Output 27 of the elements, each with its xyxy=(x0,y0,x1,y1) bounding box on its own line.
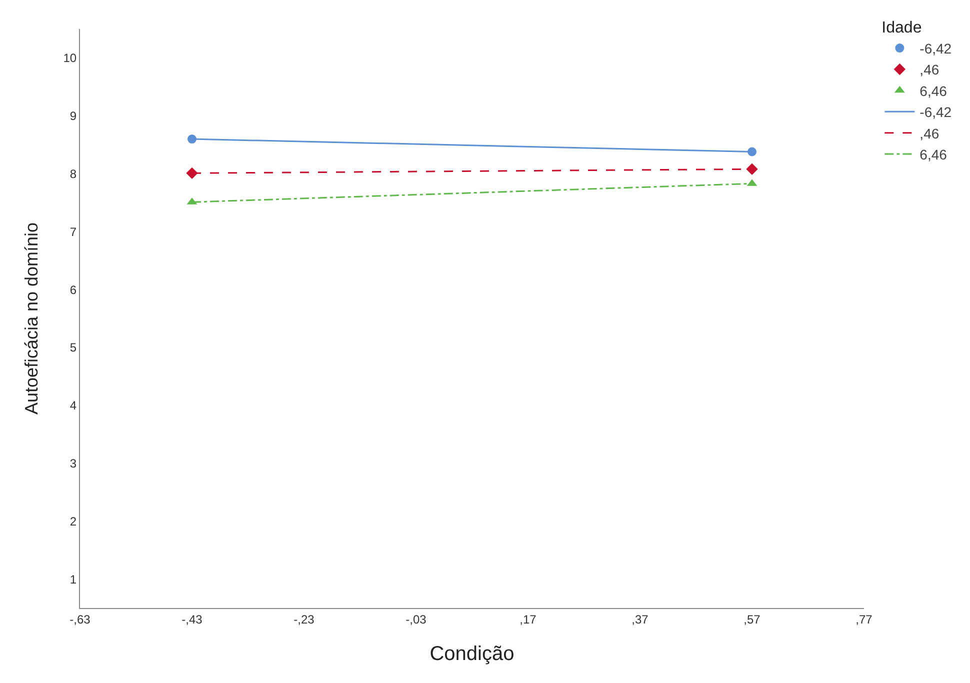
x-tick-label: ,77 xyxy=(856,612,873,626)
x-axis-title: Condição xyxy=(430,642,514,665)
y-tick-label: 4 xyxy=(70,398,77,413)
y-tick-label: 9 xyxy=(70,109,77,124)
y-tick-label: 5 xyxy=(70,340,77,355)
y-tick-label: 10 xyxy=(63,51,77,66)
legend-label: 6,46 xyxy=(920,82,948,99)
x-tick-label: -,03 xyxy=(406,612,427,626)
x-tick-label: ,57 xyxy=(744,612,761,626)
y-axis-title: Autoeficácia no domínio xyxy=(21,222,42,415)
legend-title: Idade xyxy=(882,19,922,36)
legend-label: ,46 xyxy=(920,125,940,142)
y-tick-label: 8 xyxy=(70,166,77,181)
x-tick-label: -,43 xyxy=(182,612,203,626)
y-tick-label: 6 xyxy=(70,282,77,297)
x-tick-label: ,37 xyxy=(632,612,649,626)
legend-label: -6,42 xyxy=(920,40,952,56)
x-tick-label: ,17 xyxy=(520,612,537,626)
legend-label: ,46 xyxy=(920,62,940,78)
legend-label: 6,46 xyxy=(920,146,948,162)
x-tick-label: -,63 xyxy=(70,612,91,626)
y-tick-label: 7 xyxy=(70,224,77,239)
y-tick-label: 3 xyxy=(70,456,77,470)
x-tick-label: -,23 xyxy=(294,612,315,626)
legend-label: -6,42 xyxy=(920,104,952,120)
y-tick-label: 1 xyxy=(70,572,77,586)
y-tick-label: 2 xyxy=(70,514,77,528)
